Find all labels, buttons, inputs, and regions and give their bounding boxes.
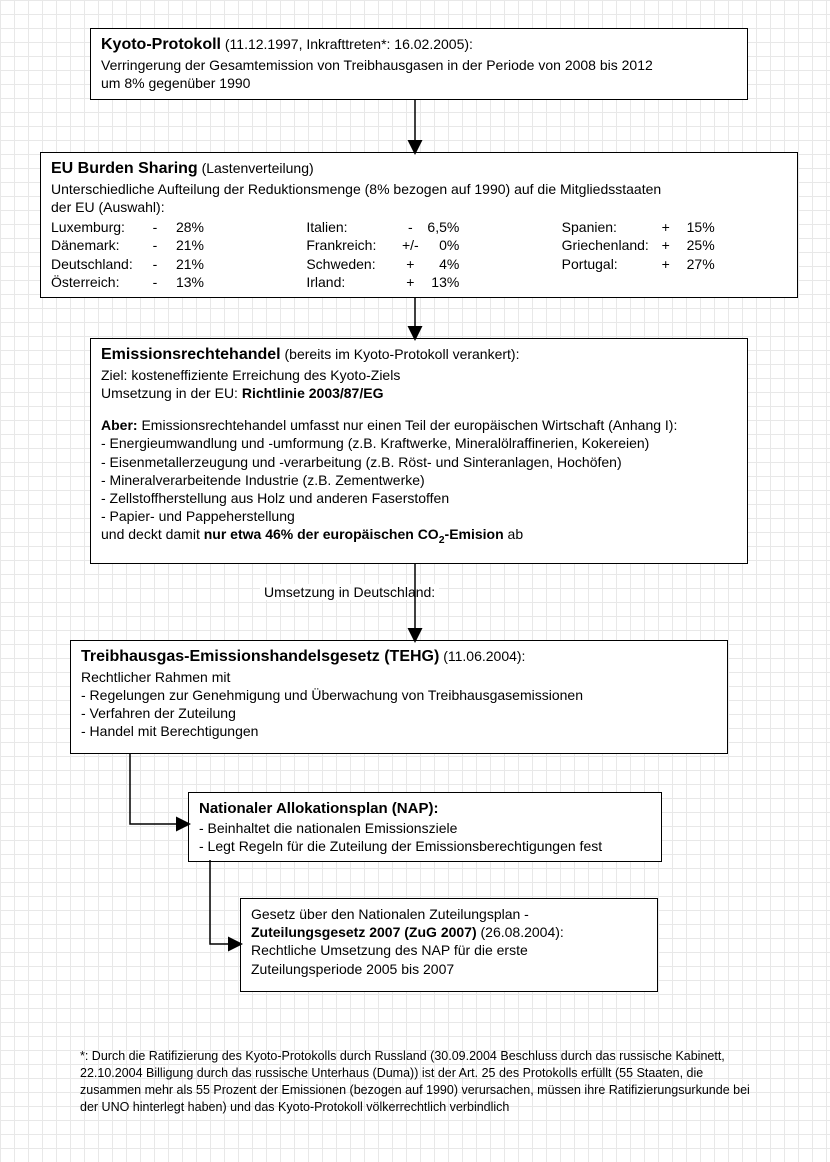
country-row: Italien:-6,5% bbox=[306, 218, 531, 236]
tehg-title-suffix: (11.06.2004): bbox=[439, 648, 525, 664]
box-tehg: Treibhausgas-Emissionshandelsgesetz (TEH… bbox=[70, 640, 728, 754]
zug-line3: Rechtliche Umsetzung des NAP für die ers… bbox=[251, 941, 647, 959]
box-kyoto: Kyoto-Protokoll (11.12.1997, Inkrafttret… bbox=[90, 28, 748, 100]
kyoto-title: Kyoto-Protokoll bbox=[101, 36, 221, 53]
tehg-bullets: - Regelungen zur Genehmigung und Überwac… bbox=[81, 686, 717, 741]
emiss-aber: Aber: Emissionsrechtehandel umfasst nur … bbox=[101, 416, 737, 434]
footnote: *: Durch die Ratifizierung des Kyoto-Pro… bbox=[80, 1048, 760, 1116]
emiss-line2a: Umsetzung in der EU: bbox=[101, 385, 242, 401]
bullet-line: - Mineralverarbeitende Industrie (z.B. Z… bbox=[101, 471, 737, 489]
country-row: Deutschland:-21% bbox=[51, 255, 276, 273]
country-row: Österreich:-13% bbox=[51, 273, 276, 291]
emiss-line2b: Richtlinie 2003/87/EG bbox=[242, 385, 384, 401]
box-emissionsrechtehandel: Emissionsrechtehandel (bereits im Kyoto-… bbox=[90, 338, 748, 564]
bullet-line: - Handel mit Berechtigungen bbox=[81, 722, 717, 740]
burden-col2: Italien:-6,5%Frankreich:+/-0%Schweden:+4… bbox=[306, 218, 531, 291]
emiss-aber-text: Emissionsrechtehandel umfasst nur einen … bbox=[138, 417, 678, 433]
box-kyoto-title: Kyoto-Protokoll (11.12.1997, Inkrafttret… bbox=[101, 35, 737, 56]
bullet-line: - Verfahren der Zuteilung bbox=[81, 704, 717, 722]
zug-line1: Gesetz über den Nationalen Zuteilungspla… bbox=[251, 905, 647, 923]
country-row: Frankreich:+/-0% bbox=[306, 236, 531, 254]
tehg-title-row: Treibhausgas-Emissionshandelsgesetz (TEH… bbox=[81, 647, 717, 668]
burden-col1: Luxemburg:-28%Dänemark:-21%Deutschland:-… bbox=[51, 218, 276, 291]
emiss-aber-label: Aber: bbox=[101, 417, 138, 433]
box-burden-sharing: EU Burden Sharing (Lastenverteilung) Unt… bbox=[40, 152, 798, 298]
burden-title-row: EU Burden Sharing (Lastenverteilung) bbox=[51, 159, 787, 180]
bullet-line: - Legt Regeln für die Zuteilung der Emis… bbox=[199, 837, 651, 855]
zug-line2b: (26.08.2004): bbox=[477, 924, 564, 940]
emiss-title: Emissionsrechtehandel bbox=[101, 346, 281, 363]
emiss-closing-a: und deckt damit bbox=[101, 526, 204, 542]
emiss-closing: und deckt damit nur etwa 46% der europäi… bbox=[101, 525, 737, 547]
zug-line2: Zuteilungsgesetz 2007 (ZuG 2007) (26.08.… bbox=[251, 923, 647, 941]
emiss-title-row: Emissionsrechtehandel (bereits im Kyoto-… bbox=[101, 345, 737, 366]
country-row: Griechenland:+25% bbox=[562, 236, 787, 254]
kyoto-title-suffix: (11.12.1997, Inkrafttreten*: 16.02.2005)… bbox=[221, 36, 473, 52]
emiss-bullets: - Energieumwandlung und -umformung (z.B.… bbox=[101, 434, 737, 525]
burden-line1: Unterschiedliche Aufteilung der Reduktio… bbox=[51, 180, 787, 198]
burden-title-suffix: (Lastenverteilung) bbox=[198, 160, 314, 176]
tehg-title: Treibhausgas-Emissionshandelsgesetz (TEH… bbox=[81, 648, 439, 665]
zug-line4: Zuteilungsperiode 2005 bis 2007 bbox=[251, 960, 647, 978]
box-zug: Gesetz über den Nationalen Zuteilungspla… bbox=[240, 898, 658, 992]
bullet-line: - Papier- und Pappeherstellung bbox=[101, 507, 737, 525]
tehg-line1: Rechtlicher Rahmen mit bbox=[81, 668, 717, 686]
box-nap: Nationaler Allokationsplan (NAP): - Bein… bbox=[188, 792, 662, 862]
nap-bullets: - Beinhaltet die nationalen Emissionszie… bbox=[199, 819, 651, 855]
emiss-closing-b: nur etwa 46% der europäischen CO2-Emisio… bbox=[204, 526, 504, 542]
bullet-line: - Beinhaltet die nationalen Emissionszie… bbox=[199, 819, 651, 837]
nap-title: Nationaler Allokationsplan (NAP): bbox=[199, 799, 651, 819]
burden-title: EU Burden Sharing bbox=[51, 160, 198, 177]
kyoto-line2: um 8% gegenüber 1990 bbox=[101, 74, 737, 92]
bullet-line: - Regelungen zur Genehmigung und Überwac… bbox=[81, 686, 717, 704]
country-row: Luxemburg:-28% bbox=[51, 218, 276, 236]
emiss-line2: Umsetzung in der EU: Richtlinie 2003/87/… bbox=[101, 384, 737, 402]
burden-columns: Luxemburg:-28%Dänemark:-21%Deutschland:-… bbox=[51, 218, 787, 291]
country-row: Spanien:+15% bbox=[562, 218, 787, 236]
emiss-closing-d: ab bbox=[504, 526, 523, 542]
spacer bbox=[101, 402, 737, 416]
emiss-line1: Ziel: kosteneffiziente Erreichung des Ky… bbox=[101, 366, 737, 384]
country-row: Irland:+13% bbox=[306, 273, 531, 291]
emiss-title-suffix: (bereits im Kyoto-Protokoll verankert): bbox=[281, 346, 520, 362]
label-umsetzung: Umsetzung in Deutschland: bbox=[260, 584, 439, 600]
country-row: Portugal:+27% bbox=[562, 255, 787, 273]
kyoto-line1: Verringerung der Gesamtemission von Trei… bbox=[101, 56, 737, 74]
country-row: Schweden:+4% bbox=[306, 255, 531, 273]
bullet-line: - Energieumwandlung und -umformung (z.B.… bbox=[101, 434, 737, 452]
zug-line2a: Zuteilungsgesetz 2007 (ZuG 2007) bbox=[251, 924, 477, 940]
burden-line2: der EU (Auswahl): bbox=[51, 198, 787, 216]
bullet-line: - Eisenmetallerzeugung und -verarbeitung… bbox=[101, 453, 737, 471]
bullet-line: - Zellstoffherstellung aus Holz und ande… bbox=[101, 489, 737, 507]
burden-col3: Spanien:+15%Griechenland:+25%Portugal:+2… bbox=[562, 218, 787, 291]
country-row: Dänemark:-21% bbox=[51, 236, 276, 254]
